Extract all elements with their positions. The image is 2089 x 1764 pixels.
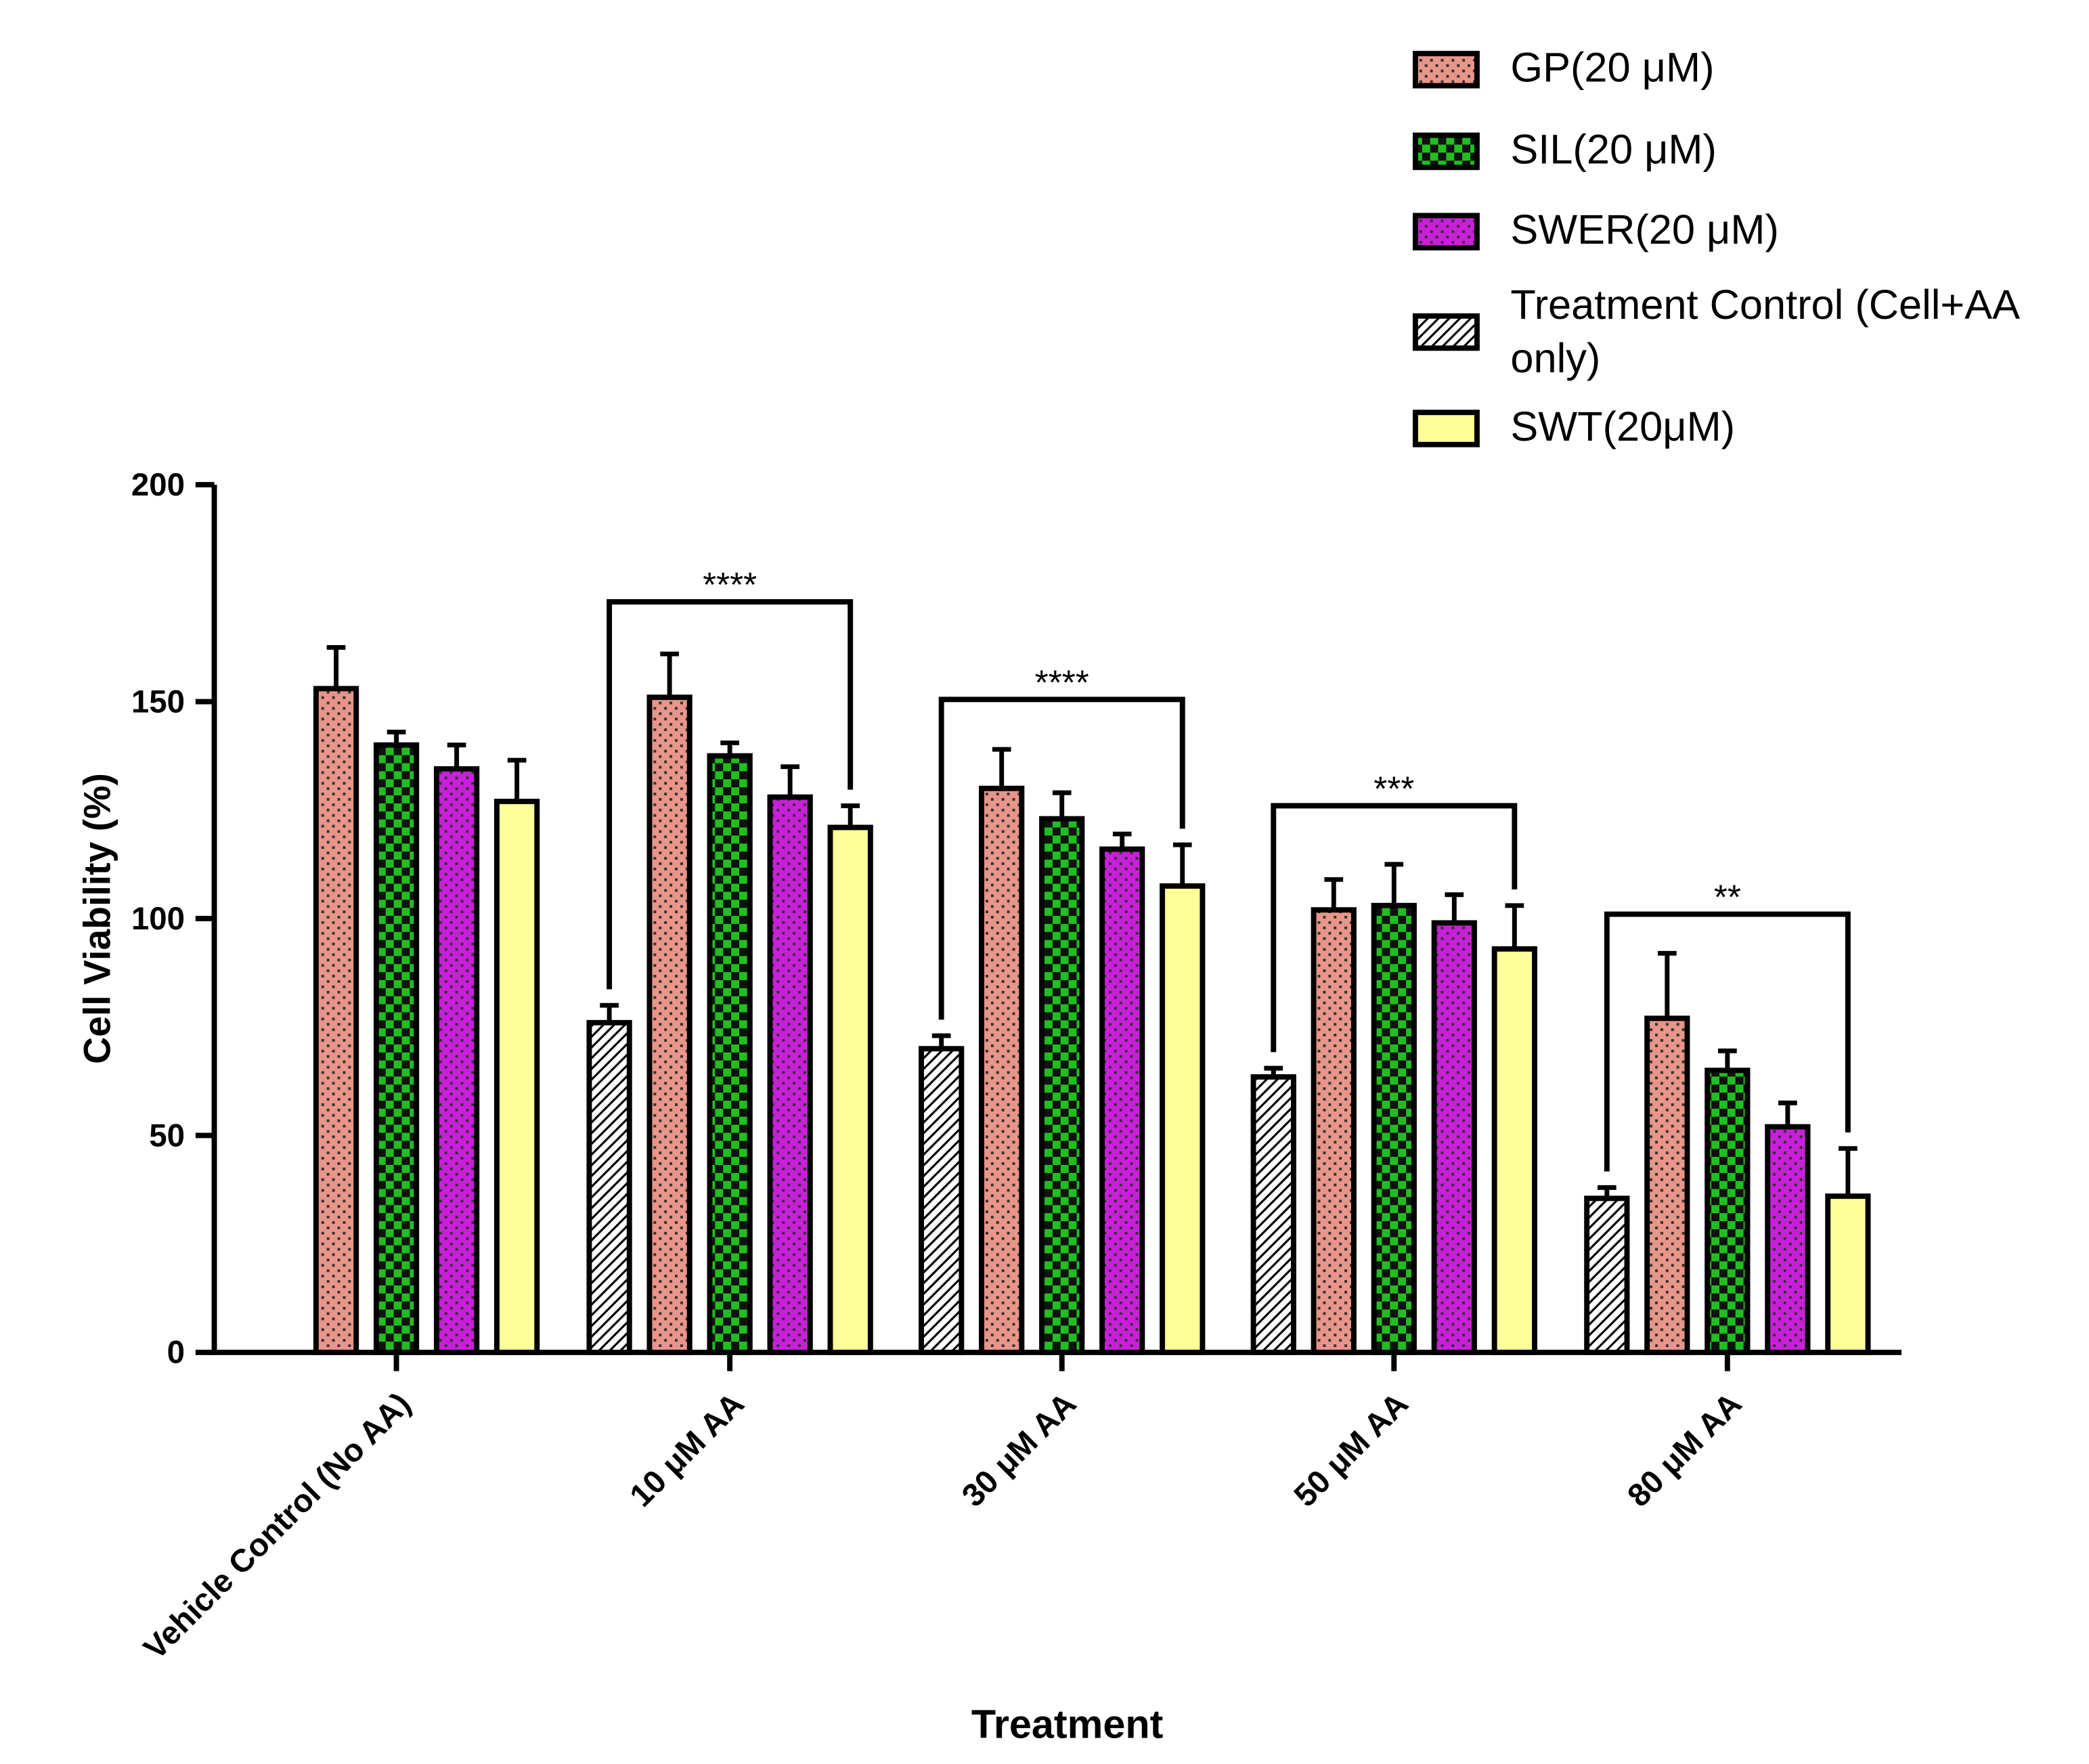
bar <box>493 798 540 1355</box>
legend-label: SIL(20 μM) <box>1510 125 1717 173</box>
bar <box>1431 920 1477 1355</box>
y-tick-label: 150 <box>131 684 185 720</box>
x-axis-title: Treatment <box>971 1702 1164 1747</box>
legend-swatch <box>1412 313 1480 351</box>
significance-bracket <box>1271 803 1518 1053</box>
legend-label: SWT(20μM) <box>1510 403 1736 450</box>
bar <box>1311 907 1357 1355</box>
legend-item: SWER(20 μM) <box>1510 206 1779 253</box>
legend-swatch <box>1412 132 1480 171</box>
bar <box>373 742 420 1355</box>
bar <box>1491 946 1537 1355</box>
bar <box>1371 902 1417 1355</box>
significance-bracket <box>607 599 854 990</box>
y-tick-label: 200 <box>131 467 185 503</box>
legend-item: SIL(20 μM) <box>1510 125 1717 173</box>
bar <box>586 1019 632 1355</box>
legend-item: Treatment Control (Cell+AA only) <box>1510 281 2018 382</box>
legend-label: SWER(20 μM) <box>1510 206 1779 253</box>
bar <box>1644 1015 1690 1355</box>
bar <box>827 824 873 1355</box>
bar <box>1160 883 1206 1355</box>
significance-label: **** <box>703 565 757 604</box>
bar <box>1250 1074 1296 1355</box>
legend-swatch <box>1412 410 1480 447</box>
bar <box>433 766 480 1355</box>
bar <box>1825 1193 1871 1355</box>
legend-label: GP(20 μM) <box>1510 44 1715 91</box>
legend-swatch <box>1412 51 1480 89</box>
legend-label: Treatment Control (Cell+AA only) <box>1510 281 2018 382</box>
significance-label: ** <box>1714 877 1741 917</box>
significance-label: *** <box>1373 768 1414 808</box>
significance-bracket <box>938 697 1185 1020</box>
bar <box>1584 1195 1630 1355</box>
bar <box>1765 1124 1811 1355</box>
legend-item: GP(20 μM) <box>1510 44 1715 91</box>
legend-item: SWT(20μM) <box>1510 403 1736 450</box>
bar <box>707 753 753 1355</box>
bar <box>1039 816 1085 1355</box>
significance-bracket <box>1604 911 1851 1172</box>
bar <box>979 785 1025 1355</box>
bar <box>313 686 359 1355</box>
significance-label: **** <box>1035 662 1089 701</box>
y-tick-label: 50 <box>149 1118 185 1153</box>
bar <box>1099 846 1145 1355</box>
bar <box>1705 1067 1751 1355</box>
bar <box>646 694 692 1355</box>
bar <box>919 1046 965 1355</box>
y-axis-title: Cell Viability (%) <box>76 773 118 1064</box>
legend-swatch <box>1412 213 1480 250</box>
y-tick-label: 0 <box>167 1335 185 1371</box>
y-tick-label: 100 <box>131 901 185 937</box>
bar <box>767 794 813 1355</box>
